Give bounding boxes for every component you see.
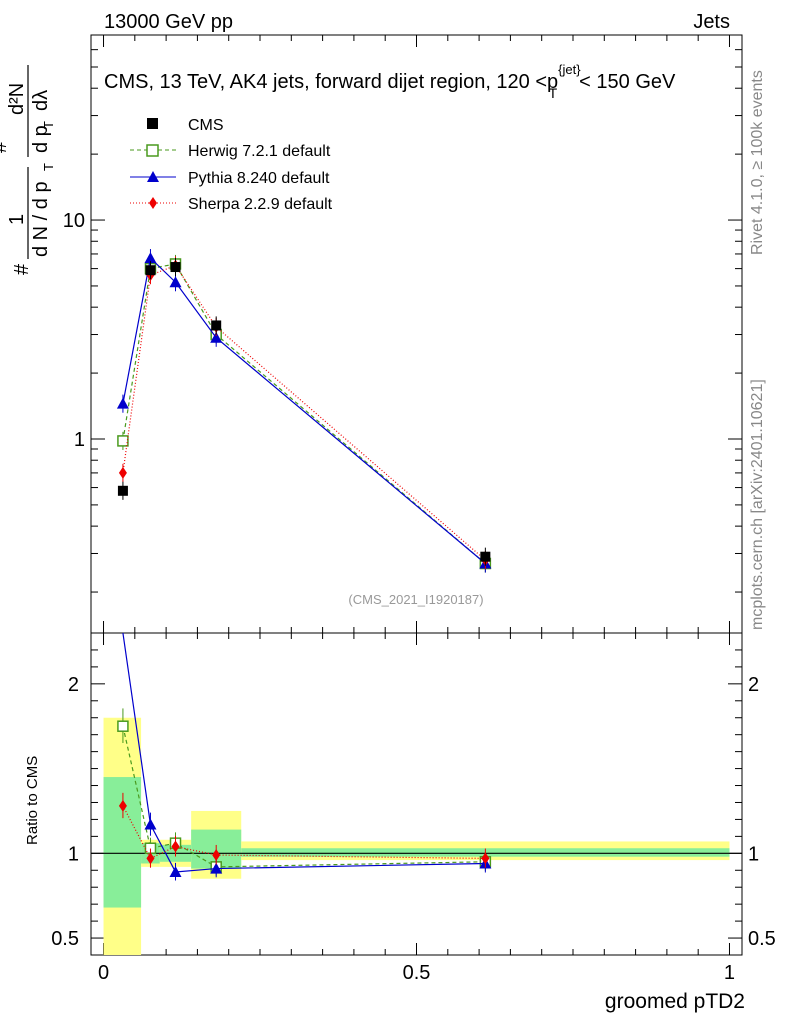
x-tick-label: 0.5 [403, 962, 431, 984]
ratio-point [212, 849, 221, 862]
main-ticks: 1 10 [63, 34, 742, 633]
ratio-point [118, 799, 127, 812]
ratio-point [144, 818, 157, 830]
ratio-plot-frame [90, 632, 743, 956]
stat-uncertainty-band [103, 777, 142, 908]
legend: CMS Herwig 7.2.1 default Pythia 8.240 de… [130, 117, 333, 213]
legend-herwig-label: Herwig 7.2.1 default [188, 143, 331, 160]
chart-title: CMS, 13 TeV, AK4 jets, forward dijet reg… [104, 62, 676, 101]
ratio-point [210, 862, 223, 874]
main-ylabel: # 1 d N / d p T # d²N d p T dλ [0, 65, 56, 275]
legend-sherpa-marker [149, 197, 157, 209]
data-point [169, 276, 182, 288]
ratio-ylabel: Ratio to CMS [24, 756, 41, 845]
data-point [117, 435, 129, 447]
ratio-point [146, 852, 155, 865]
data-point [116, 397, 129, 409]
analysis-id: (CMS_2021_I1920187) [348, 592, 483, 607]
ratio-point [171, 840, 180, 853]
legend-cms-marker [147, 118, 158, 129]
ylabel-hash-2: # [0, 141, 11, 153]
chart-title-sub: T [549, 85, 558, 101]
ratio-ticks: 0 0.5 1 0.5 0.5 1 1 2 2 [51, 633, 776, 984]
ratio-y-tick-label-right: 0.5 [748, 928, 776, 950]
x-tick-label: 0 [98, 962, 109, 984]
ratio-y-tick-label-right: 1 [748, 843, 759, 865]
data-point [211, 320, 222, 331]
series-line-3 [122, 264, 486, 561]
series-line-2 [122, 256, 486, 564]
ylabel-dn: d N / d p [30, 181, 52, 257]
ylabel-t1: T [41, 163, 56, 171]
data-point [210, 331, 223, 343]
data-point [117, 485, 128, 496]
y-tick-label: 1 [74, 429, 85, 451]
ratio-y-tick-label: 2 [68, 674, 79, 696]
chart-title-tail: < 150 GeV [579, 71, 676, 93]
ratio-point [169, 865, 182, 877]
energy-label: 13000 GeV pp [104, 11, 233, 33]
category-label: Jets [693, 11, 730, 33]
data-point [480, 551, 491, 562]
chart-title-sup: {jet} [558, 62, 581, 77]
ylabel-dpt: d p [30, 125, 52, 153]
ylabel-hash-1: # [11, 263, 33, 275]
legend-cms-label: CMS [188, 117, 224, 134]
legend-herwig-marker [146, 144, 159, 157]
ylabel-one: 1 [6, 214, 28, 225]
ratio-point [117, 720, 129, 732]
ratio-y-tick-label-right: 2 [748, 674, 759, 696]
y-tick-label: 10 [63, 210, 85, 232]
legend-sherpa-label: Sherpa 2.2.9 default [188, 196, 333, 213]
uncertainty-bands [91, 717, 742, 955]
ratio-line-1 [122, 632, 486, 873]
ylabel-d2n: d²N [6, 83, 28, 115]
rivet-label: Rivet 4.1.0, ≥ 100k events [749, 70, 766, 255]
mcplots-label: mcplots.cern.ch [arXiv:2401.10621] [749, 379, 766, 630]
xlabel: groomed pTD2 [605, 990, 745, 1013]
ratio-y-tick-label: 0.5 [51, 928, 79, 950]
legend-pythia-marker [147, 171, 159, 182]
ylabel-dlambda: dλ [30, 90, 52, 111]
x-tick-label: 1 [724, 962, 735, 984]
ratio-y-tick-label: 1 [68, 843, 79, 865]
ratio-series [117, 632, 492, 881]
data-point [144, 252, 157, 264]
legend-pythia-label: Pythia 8.240 default [188, 170, 330, 187]
data-point [170, 262, 181, 273]
data-point [145, 265, 156, 276]
chart-title-main: CMS, 13 TeV, AK4 jets, forward dijet reg… [104, 71, 558, 93]
main-series [116, 249, 492, 573]
data-point [118, 466, 127, 479]
ylabel-t2: T [41, 121, 56, 129]
ratio-point [481, 852, 490, 865]
